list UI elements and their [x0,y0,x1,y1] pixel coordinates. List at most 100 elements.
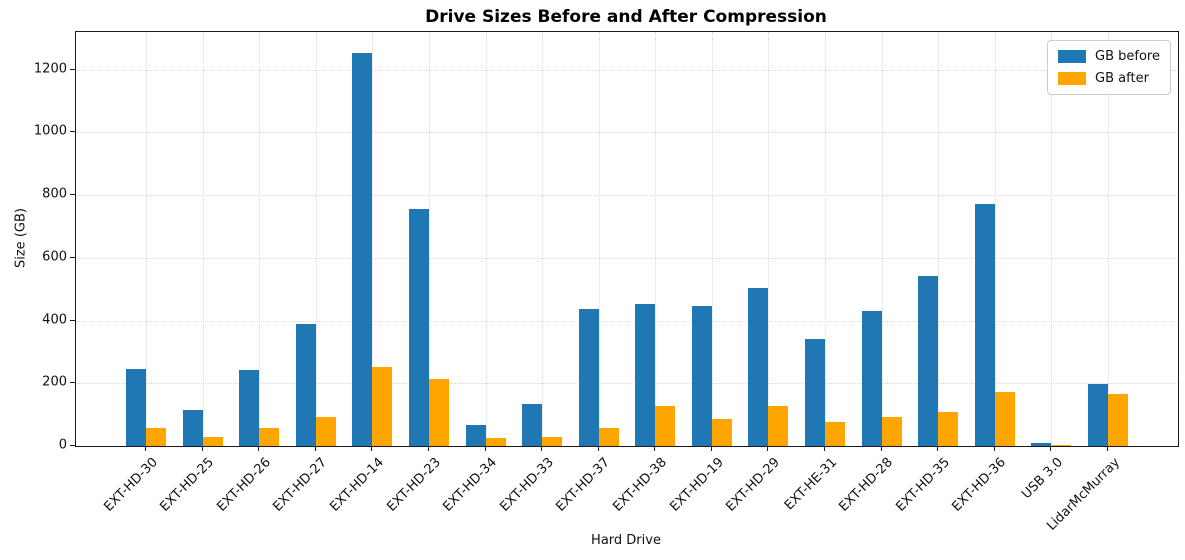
bar-gb-after-ext-hd-27 [315,417,336,446]
x-tick-mark [824,446,826,451]
bar-gb-before-ext-hd-33 [522,404,543,446]
y-tick-label: 1200 [33,61,67,77]
bar-gb-before-ext-hd-36 [974,203,995,446]
v-gridline [768,32,770,446]
v-gridline [315,32,317,446]
h-gridline [76,69,1178,71]
bar-gb-after-ext-hd-23 [428,378,449,446]
bar-gb-before-usb-3.0 [1031,442,1052,446]
x-tick-mark [710,446,712,451]
bar-gb-before-ext-hd-27 [295,323,316,446]
y-tick-mark [70,194,75,196]
bar-gb-after-ext-hd-30 [146,427,166,446]
bar-gb-after-ext-hd-37 [598,428,619,446]
bar-gb-before-ext-hd-19 [691,306,712,446]
x-tick-mark [541,446,543,451]
x-tick-mark [597,446,599,451]
x-tick-label: EXT-HD-34 [440,455,501,515]
x-tick-label: EXT-HD-37 [553,455,614,515]
v-gridline [711,32,713,446]
plot-area: GB before GB after [75,31,1179,447]
x-tick-label: EXT-HD-19 [666,455,727,515]
v-gridline [428,32,430,446]
v-gridline [1051,32,1053,446]
x-tick-label: EXT-HD-14 [327,455,387,515]
legend-label: GB before [1095,49,1160,64]
v-gridline [655,32,657,446]
v-gridline [825,32,827,446]
x-tick-label: EXT-HD-36 [949,455,1010,515]
x-tick-label: EXT-HD-35 [893,455,953,515]
x-tick-label: EXT-HD-25 [157,455,218,515]
x-tick-mark [258,446,260,451]
y-tick-mark [70,382,75,384]
bar-gb-after-usb-3.0 [1051,445,1072,446]
v-gridline [146,32,147,446]
x-tick-label: EXT-HD-26 [214,455,274,515]
v-gridline [542,32,544,446]
y-tick-mark [70,319,75,321]
y-tick-mark [70,131,75,133]
bar-gb-before-ext-hd-35 [918,275,939,446]
bar-gb-before-ext-hd-34 [465,424,486,446]
y-tick-label: 400 [42,312,67,328]
x-tick-label: EXT-HD-30 [100,455,161,515]
h-gridline [76,195,1178,197]
x-tick-label: EXT-HD-38 [610,455,670,515]
h-gridline [76,257,1178,259]
bar-gb-before-ext-hd-25 [182,410,203,446]
v-gridline [485,32,487,446]
bar-gb-before-ext-hd-29 [748,288,769,446]
x-tick-label: USB 3.0 [1019,455,1067,503]
v-gridline [1108,32,1109,446]
bar-gb-before-ext-hd-23 [408,209,429,446]
y-tick-label: 800 [42,186,67,202]
bar-gb-after-lidarmcmurray [1108,394,1128,446]
bar-gb-after-ext-hd-28 [881,416,902,446]
x-tick-mark [371,446,373,451]
x-tick-label: EXT-HD-23 [383,455,444,515]
x-tick-mark [993,446,995,451]
legend-swatch [1058,72,1087,85]
bar-gb-after-ext-hd-35 [938,412,959,446]
bar-gb-before-lidarmcmurray [1088,384,1108,446]
legend: GB before GB after [1047,40,1171,95]
x-tick-mark [145,446,146,451]
bar-gb-after-ext-hd-34 [485,438,506,446]
legend-label: GB after [1095,71,1149,86]
x-tick-mark [484,446,486,451]
x-tick-mark [314,446,316,451]
x-tick-mark [201,446,203,451]
bar-gb-before-ext-he-31 [805,339,826,446]
legend-swatch [1058,50,1087,63]
bar-gb-after-ext-hd-25 [202,436,223,446]
x-tick-mark [1050,446,1052,451]
x-tick-mark [937,446,939,451]
v-gridline [372,32,374,446]
bar-gb-before-ext-hd-28 [861,310,882,446]
bar-gb-before-ext-hd-30 [126,369,146,446]
y-tick-mark [70,68,75,70]
x-tick-mark [427,446,429,451]
bar-gb-after-ext-hd-29 [768,406,789,446]
bar-gb-after-ext-hd-33 [542,436,563,446]
bar-gb-after-ext-he-31 [825,422,846,446]
v-gridline [994,32,996,446]
v-gridline [598,32,600,446]
bar-gb-after-ext-hd-36 [994,392,1015,446]
x-tick-label: EXT-HD-28 [836,455,897,515]
bar-gb-after-ext-hd-26 [259,428,280,446]
h-gridline [76,320,1178,322]
x-tick-label: EXT-HD-27 [270,455,331,515]
bar-gb-after-ext-hd-38 [655,406,676,446]
v-gridline [202,32,204,446]
v-gridline [259,32,261,446]
h-gridline [76,383,1178,385]
y-tick-mark [70,256,75,258]
bar-gb-before-ext-hd-37 [578,308,599,446]
bar-gb-before-ext-hd-38 [635,304,656,446]
x-tick-mark [654,446,656,451]
x-tick-mark [880,446,882,451]
legend-entry: GB before [1058,49,1160,64]
